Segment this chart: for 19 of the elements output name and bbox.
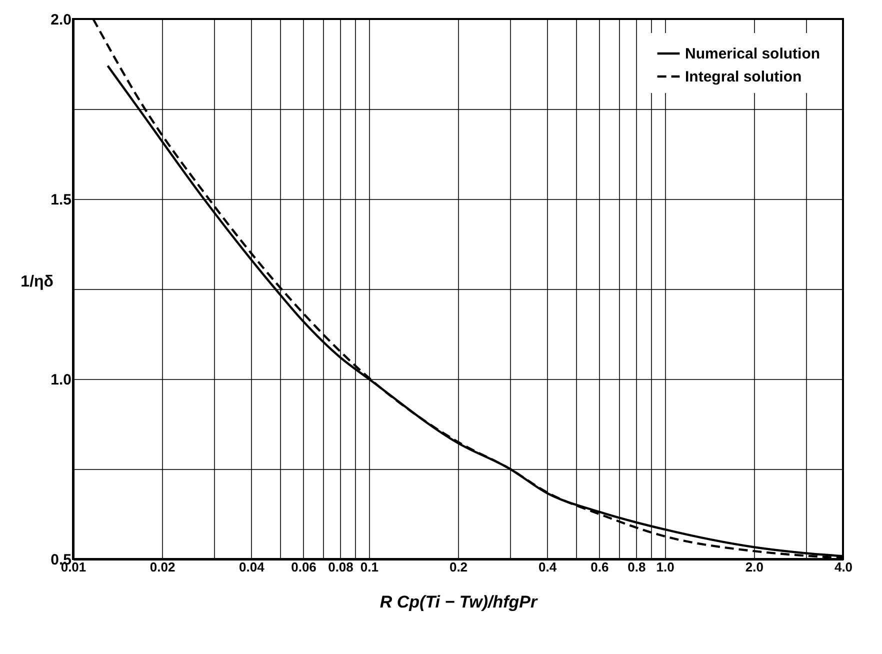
y-tick-label: 2.0 bbox=[50, 12, 72, 28]
y-axis-title: 1/ηδ bbox=[20, 274, 54, 290]
x-tick-label: 2.0 bbox=[745, 560, 764, 574]
x-axis-title: R Cp(Ti − Tw)/hfgPr bbox=[380, 592, 538, 612]
y-tick-label: 1.0 bbox=[50, 372, 72, 388]
legend-label: Integral solution bbox=[685, 68, 802, 86]
x-tick-label: 0.6 bbox=[590, 560, 609, 574]
x-tick-label: 0.1 bbox=[360, 560, 378, 574]
x-tick-label: 0.4 bbox=[538, 560, 558, 574]
x-tick-label: 0.06 bbox=[291, 560, 316, 574]
x-tick-label: 4.0 bbox=[834, 560, 853, 574]
legend-label: Numerical solution bbox=[685, 46, 820, 62]
x-tick-label: 0.2 bbox=[449, 560, 468, 574]
x-tick-label: 0.08 bbox=[328, 560, 354, 574]
x-tick-label: 1.0 bbox=[656, 560, 674, 574]
x-tick-label: 0.04 bbox=[239, 560, 266, 574]
y-tick-label: 1.5 bbox=[50, 192, 72, 208]
x-tick-label: 0.02 bbox=[150, 560, 176, 574]
x-tick-label: 0.8 bbox=[628, 560, 646, 574]
